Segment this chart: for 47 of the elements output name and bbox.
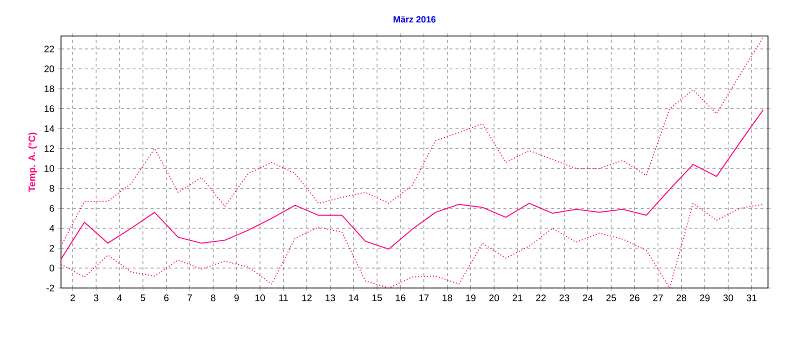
- x-tick-label: 22: [536, 294, 546, 302]
- y-axis-title: Temp. A. (°C): [28, 132, 38, 192]
- x-tick-label: 25: [606, 294, 616, 302]
- y-tick-label: 8: [50, 185, 54, 192]
- x-tick-label: 5: [140, 294, 146, 302]
- x-tick-label: 9: [234, 294, 239, 302]
- x-tick-label: 24: [582, 294, 593, 302]
- y-tick-label: 2: [50, 244, 54, 252]
- x-tick-label: 13: [326, 294, 336, 302]
- x-tick-label: 15: [372, 294, 382, 302]
- chart-title: März 2016: [394, 16, 436, 23]
- x-tick-label: 30: [723, 294, 734, 302]
- x-tick-label: 11: [279, 294, 288, 302]
- x-tick-label: 3: [94, 294, 98, 302]
- y-tick-label: 20: [44, 66, 54, 72]
- y-tick-label: 18: [44, 85, 54, 92]
- y-tick-label: 22: [44, 46, 54, 52]
- y-tick-label: 10: [44, 165, 54, 172]
- x-tick-label: 21: [512, 294, 522, 302]
- line-series: [61, 202, 764, 288]
- x-tick-label: 17: [419, 294, 429, 302]
- x-tick-label: 26: [630, 294, 640, 302]
- x-tick-label: 8: [210, 294, 216, 302]
- x-tick-label: 29: [700, 294, 710, 302]
- y-tick-label: 12: [44, 145, 54, 152]
- x-tick-label: 18: [442, 294, 452, 302]
- y-tick-label: -2: [46, 284, 54, 292]
- line-series: [61, 109, 764, 260]
- y-tick-label: 4: [49, 224, 54, 232]
- x-tick-label: 6: [164, 294, 169, 302]
- y-tick-label: 16: [44, 105, 54, 112]
- x-tick-label: 4: [117, 294, 122, 302]
- y-tick-label: 6: [50, 204, 54, 212]
- x-tick-label: 28: [676, 294, 686, 302]
- x-tick-label: 23: [560, 294, 570, 302]
- x-tick-label: 7: [188, 294, 192, 302]
- x-tick-label: 12: [302, 294, 312, 302]
- x-tick-label: 2: [70, 294, 75, 302]
- x-tick-label: 31: [746, 294, 756, 302]
- x-tick-label: 10: [255, 294, 265, 302]
- x-tick-label: 19: [466, 294, 476, 302]
- x-tick-label: 14: [349, 294, 359, 302]
- y-tick-label: 0: [50, 264, 54, 272]
- x-tick-label: 20: [489, 294, 499, 302]
- y-tick-label: 14: [44, 125, 54, 132]
- x-tick-label: 27: [653, 294, 663, 302]
- x-tick-label: 16: [396, 294, 406, 302]
